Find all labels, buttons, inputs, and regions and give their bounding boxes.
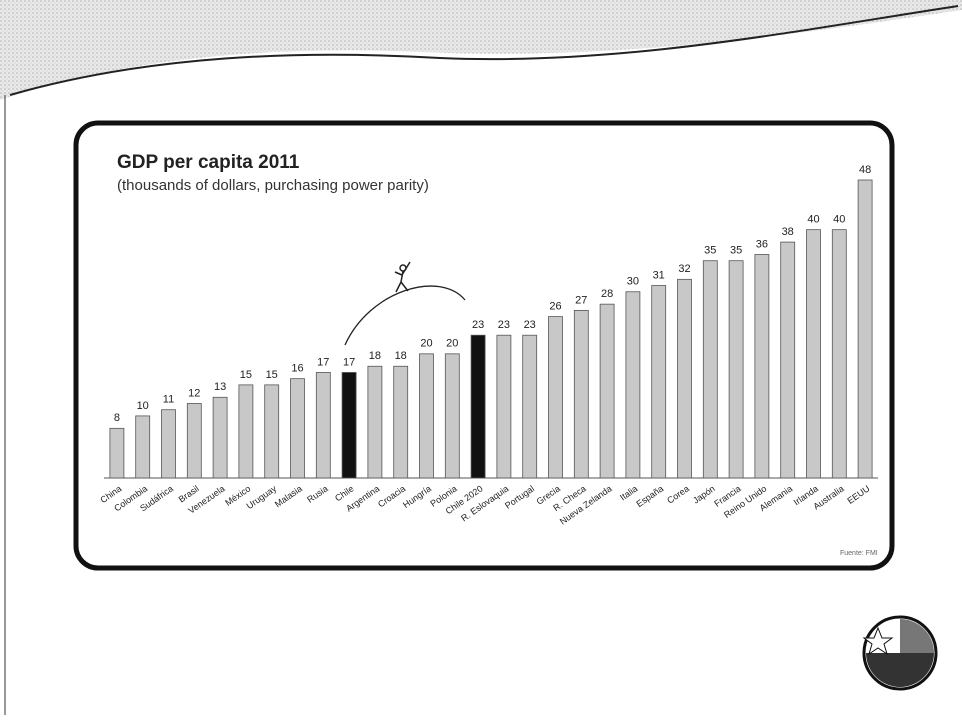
bar: [496, 334, 512, 479]
value-label: 23: [498, 319, 510, 331]
bar: [212, 396, 228, 479]
value-label: 31: [653, 269, 665, 281]
value-label: 23: [524, 319, 536, 331]
value-label: 38: [782, 226, 794, 238]
climb-arc: [344, 285, 466, 346]
chart-title: GDP per capita 2011: [117, 152, 300, 173]
bar: [728, 260, 744, 479]
bar: [573, 309, 589, 479]
value-label: 28: [601, 288, 613, 300]
bar: [651, 285, 667, 479]
value-label: 12: [188, 387, 200, 399]
chart-subtitle: (thousands of dollars, purchasing power …: [117, 177, 429, 194]
bar: [186, 403, 202, 479]
bar: [341, 372, 357, 479]
value-label: 27: [575, 294, 587, 306]
bar: [831, 229, 847, 479]
value-label: 40: [833, 214, 845, 226]
climber-icon: [394, 261, 411, 293]
value-label: 13: [214, 381, 226, 393]
value-label: 48: [859, 164, 871, 176]
value-label: 20: [420, 338, 432, 350]
header-line: [9, 5, 959, 96]
bar: [625, 291, 641, 479]
bar: [161, 409, 176, 479]
value-label: 32: [678, 263, 690, 275]
value-label: 30: [627, 276, 639, 288]
bar: [470, 334, 486, 479]
value-label: 18: [395, 350, 407, 362]
flag-logo: [862, 615, 938, 691]
value-label: 40: [807, 214, 819, 226]
value-label: 17: [343, 356, 355, 368]
value-label: 15: [240, 369, 252, 381]
value-label: 35: [730, 245, 742, 257]
value-label: 35: [704, 245, 716, 257]
bar: [290, 378, 305, 479]
bar: [754, 254, 770, 479]
value-label: 8: [114, 412, 120, 424]
bar: [780, 241, 796, 479]
bar: [806, 229, 821, 479]
source-note: Fuente: FMI: [840, 550, 878, 557]
bar: [702, 260, 718, 479]
value-label: 11: [163, 394, 174, 406]
value-label: 20: [446, 338, 458, 350]
bar: [315, 372, 331, 479]
bar: [238, 384, 254, 479]
bar: [135, 415, 151, 479]
value-label: 23: [472, 319, 484, 331]
value-label: 17: [317, 356, 329, 368]
bar: [367, 365, 383, 479]
bar: [548, 316, 563, 479]
bar: [522, 334, 538, 479]
bar: [677, 278, 692, 479]
value-label: 15: [266, 369, 278, 381]
value-label: 10: [137, 400, 149, 412]
bar: [599, 303, 615, 479]
value-label: 36: [756, 238, 768, 250]
header-swoosh: [0, 0, 962, 100]
value-label: 26: [549, 300, 561, 312]
bar: [393, 365, 409, 479]
bar: [109, 427, 125, 479]
value-label: 16: [291, 363, 303, 375]
bar: [419, 353, 434, 479]
bar: [264, 384, 280, 479]
value-label: 18: [369, 350, 381, 362]
bar: [857, 179, 873, 479]
bar: [444, 353, 460, 479]
